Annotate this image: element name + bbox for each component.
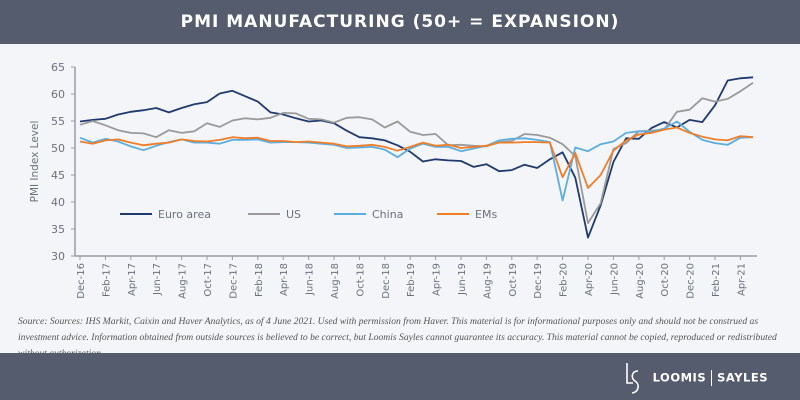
logo-text-loomis: LOOMIS xyxy=(652,370,707,385)
x-tick-label: Jun-19 xyxy=(457,263,468,296)
x-tick-label: Feb-18 xyxy=(254,263,265,297)
series-line-china xyxy=(79,120,754,202)
series-line-ems xyxy=(79,126,754,189)
y-tick-label: 35 xyxy=(51,223,65,236)
chart-title: PMI MANUFACTURING (50+ = EXPANSION) xyxy=(180,12,620,32)
legend-label: US xyxy=(286,208,301,221)
x-tick-label: Aug-20 xyxy=(635,263,646,299)
x-tick-label: Feb-19 xyxy=(406,263,417,297)
x-tick-label: Apr-20 xyxy=(584,263,595,296)
x-tick-label: Apr-17 xyxy=(127,263,138,296)
y-tick-label: 45 xyxy=(51,169,65,182)
logo-text-sayles: SAYLES xyxy=(717,370,768,385)
x-tick-label: Jun-20 xyxy=(609,263,620,296)
x-tick-label: Dec-19 xyxy=(533,263,544,299)
legend-label: Euro area xyxy=(158,208,211,221)
y-tick-label: 30 xyxy=(51,250,65,263)
x-tick-label: Apr-21 xyxy=(736,263,747,296)
footer-banner: LOOMIS SAYLES xyxy=(0,353,800,400)
y-tick-label: 55 xyxy=(51,115,65,128)
y-axis-label: PMI Index Level xyxy=(29,121,41,203)
series-line-euro-area xyxy=(79,76,754,239)
x-tick-label: Oct-19 xyxy=(508,263,519,297)
x-tick-label: Aug-17 xyxy=(178,263,189,299)
x-tick-label: Apr-18 xyxy=(279,263,290,296)
loomis-sayles-logo: LOOMIS SAYLES xyxy=(623,361,768,395)
x-tick-label: Feb-17 xyxy=(101,263,112,297)
y-tick-label: 50 xyxy=(51,142,65,155)
x-tick-label: Jun-17 xyxy=(152,263,163,296)
y-tick-label: 60 xyxy=(51,88,65,101)
x-tick-label: Aug-19 xyxy=(482,263,493,299)
series-line-us xyxy=(79,81,754,225)
ls-monogram-icon xyxy=(625,363,639,394)
x-tick-label: Apr-19 xyxy=(432,263,443,296)
x-tick-label: Feb-20 xyxy=(559,263,570,297)
x-tick-label: Dec-16 xyxy=(76,263,87,299)
x-tick-label: Oct-17 xyxy=(203,263,214,297)
x-tick-label: Feb-21 xyxy=(711,263,722,297)
y-tick-label: 65 xyxy=(51,61,65,74)
x-tick-label: Dec-20 xyxy=(686,263,697,299)
x-tick-label: Oct-18 xyxy=(355,263,366,297)
y-tick-label: 40 xyxy=(51,196,65,209)
legend-label: EMs xyxy=(475,208,497,221)
x-tick-label: Aug-18 xyxy=(330,263,341,299)
legend-label: China xyxy=(372,208,403,221)
x-tick-label: Jun-18 xyxy=(305,263,316,296)
x-tick-label: Dec-17 xyxy=(228,263,239,299)
x-tick-label: Dec-18 xyxy=(381,263,392,299)
chart-title-banner: PMI MANUFACTURING (50+ = EXPANSION) xyxy=(0,0,800,44)
x-tick-label: Oct-20 xyxy=(660,263,671,297)
pmi-line-chart: 30 35 40 45 50 55 60 65 PMI Index Level Dec-16 Feb… xyxy=(29,61,757,299)
